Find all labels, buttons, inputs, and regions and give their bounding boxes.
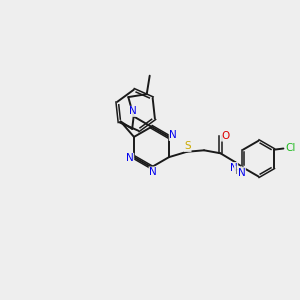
Text: N: N bbox=[230, 163, 238, 172]
Text: S: S bbox=[184, 141, 191, 152]
Text: O: O bbox=[221, 131, 230, 141]
Text: N: N bbox=[126, 153, 134, 163]
Text: N: N bbox=[238, 168, 245, 178]
Text: H: H bbox=[235, 167, 242, 176]
Text: Cl: Cl bbox=[286, 143, 296, 153]
Text: N: N bbox=[169, 130, 177, 140]
Text: N: N bbox=[149, 167, 157, 177]
Text: N: N bbox=[129, 106, 137, 116]
